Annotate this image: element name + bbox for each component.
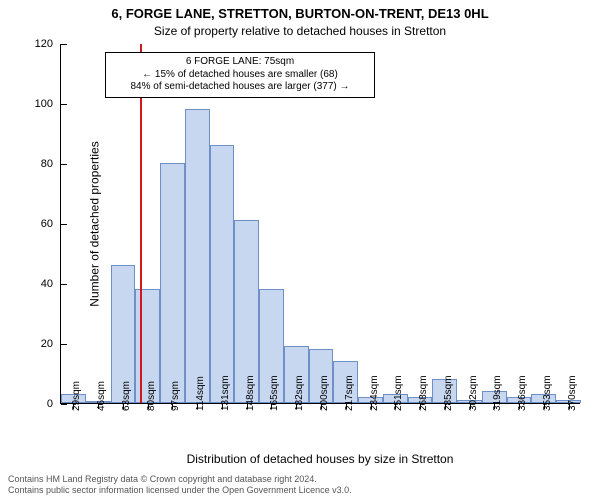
y-tick (61, 344, 67, 345)
x-tick-label: 370sqm (567, 375, 578, 411)
x-tick-label: 182sqm (294, 375, 305, 411)
x-tick-label: 80sqm (146, 381, 157, 411)
x-tick-label: 114sqm (195, 376, 206, 411)
footer-line1: Contains HM Land Registry data © Crown c… (8, 474, 352, 485)
x-tick-label: 302sqm (468, 375, 479, 411)
y-tick-label: 100 (35, 98, 53, 110)
annotation-line: 6 FORGE LANE: 75sqm (112, 56, 368, 69)
x-tick-label: 285sqm (443, 375, 454, 411)
y-tick-label: 40 (41, 278, 53, 290)
annotation-box: 6 FORGE LANE: 75sqm← 15% of detached hou… (105, 52, 375, 98)
y-tick (61, 164, 67, 165)
y-tick (61, 224, 67, 225)
footer-attribution: Contains HM Land Registry data © Crown c… (8, 474, 352, 496)
bars-layer (61, 44, 580, 403)
annotation-line: ← 15% of detached houses are smaller (68… (112, 69, 368, 82)
plot-area: 02040608010012029sqm46sqm63sqm80sqm97sqm… (60, 44, 580, 404)
y-tick-label: 80 (41, 158, 53, 170)
histogram-bar (185, 109, 210, 403)
annotation-line: 84% of semi-detached houses are larger (… (112, 81, 368, 94)
x-tick-label: 29sqm (71, 381, 82, 411)
y-tick-label: 20 (41, 338, 53, 350)
x-tick-label: 165sqm (269, 375, 280, 411)
x-tick-label: 319sqm (492, 375, 503, 411)
x-tick-label: 97sqm (170, 381, 181, 411)
x-tick-label: 234sqm (369, 375, 380, 411)
y-tick (61, 404, 67, 405)
chart-stage: 6, FORGE LANE, STRETTON, BURTON-ON-TRENT… (0, 0, 600, 500)
x-tick-label: 353sqm (542, 375, 553, 411)
x-tick-label: 217sqm (344, 375, 355, 411)
chart-title-main: 6, FORGE LANE, STRETTON, BURTON-ON-TRENT… (0, 6, 600, 21)
y-tick-label: 60 (41, 218, 53, 230)
footer-line2: Contains public sector information licen… (8, 485, 352, 496)
x-tick-label: 148sqm (245, 375, 256, 411)
y-tick-label: 0 (47, 398, 53, 410)
x-tick-label: 63sqm (121, 381, 132, 411)
x-tick-label: 336sqm (517, 375, 528, 411)
reference-line (140, 44, 142, 403)
x-tick-label: 46sqm (96, 381, 107, 411)
y-tick (61, 104, 67, 105)
x-tick-label: 251sqm (393, 375, 404, 411)
histogram-bar (210, 145, 235, 403)
chart-title-sub: Size of property relative to detached ho… (0, 24, 600, 38)
x-tick-label: 268sqm (418, 375, 429, 411)
y-tick (61, 284, 67, 285)
x-axis-label: Distribution of detached houses by size … (60, 452, 580, 466)
y-tick (61, 44, 67, 45)
histogram-bar (160, 163, 185, 403)
x-tick-label: 200sqm (319, 375, 330, 411)
y-tick-label: 120 (35, 38, 53, 50)
x-tick-label: 131sqm (220, 375, 231, 411)
